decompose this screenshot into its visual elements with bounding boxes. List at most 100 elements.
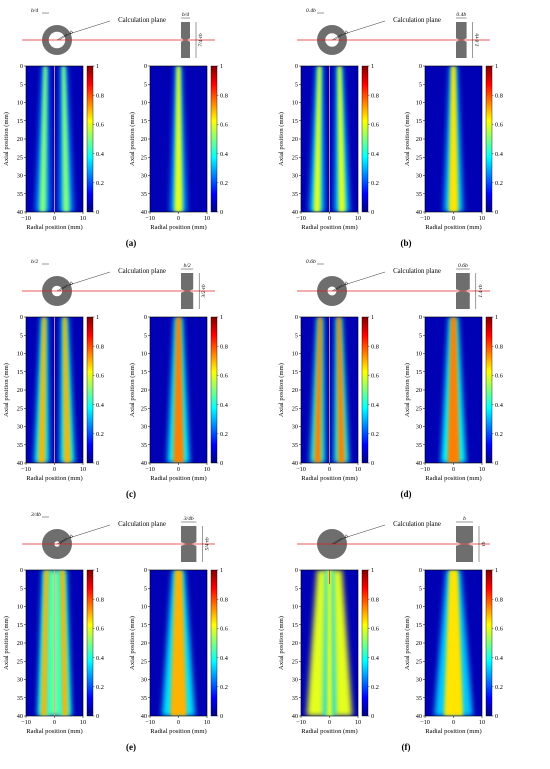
y-tick-label: 0 (20, 314, 23, 321)
y-tick-label: 35 (292, 191, 298, 198)
diameter-symbol: b (345, 534, 348, 540)
calculation-plane-label: Calculation plane (393, 521, 441, 528)
y-tick-label: 10 (141, 351, 147, 358)
y-tick-label: 25 (416, 405, 422, 412)
colorbar-tick-label: 0.4 (371, 655, 380, 662)
colorbar (86, 316, 94, 464)
y-tick-label: 40 (17, 713, 23, 720)
ring-width-label: b/4 (31, 8, 38, 14)
heatmap-right (425, 570, 482, 716)
x-tick-label: 10 (355, 719, 361, 726)
y-tick-label: 30 (17, 677, 23, 684)
colorbar-tick-label: 0.4 (371, 402, 380, 409)
colorbar-tick-label: 1 (96, 63, 99, 70)
panel-label: (a) (126, 238, 137, 248)
colorbar-tick-label: 0.2 (220, 431, 228, 438)
lens-profile-icon (181, 273, 194, 309)
y-axis-label: Axial position (mm) (404, 112, 411, 166)
y-tick-label: 15 (17, 622, 23, 629)
x-tick-label: 10 (479, 466, 485, 473)
colorbar (86, 65, 94, 213)
x-tick-label: 0 (53, 719, 56, 726)
heatmap-beam-core (443, 570, 464, 716)
calculation-plane-label: Calculation plane (393, 17, 441, 24)
colorbar (361, 569, 369, 717)
leader-line (58, 524, 111, 545)
colorbar-tick-label: 0.2 (371, 684, 379, 691)
y-tick-label: 40 (416, 713, 422, 720)
y-tick-label: 35 (17, 442, 23, 449)
diameter-symbol: b (70, 281, 73, 287)
heatmap-beam-core (170, 570, 187, 716)
y-tick-label: 40 (141, 713, 147, 720)
colorbar-tick-label: 0.2 (495, 180, 503, 187)
y-tick-label: 5 (295, 81, 298, 88)
colorbar-tick-label: 0 (220, 460, 223, 467)
y-tick-label: 35 (416, 442, 422, 449)
x-tick-label: 10 (80, 215, 86, 222)
colorbar-tick-label: 0.2 (220, 684, 228, 691)
ring-width-label: 0.6b (306, 259, 316, 265)
colorbar-tick-label: 0.2 (96, 180, 104, 187)
colorbar-tick-label: 0.4 (220, 402, 229, 409)
x-axis-label: Radial position (mm) (150, 728, 206, 735)
colorbar-tick-label: 0 (220, 209, 223, 216)
x-tick-label: −10 (21, 466, 31, 473)
x-tick-label: 0 (452, 215, 455, 222)
colorbar-tick-label: 0.4 (96, 655, 105, 662)
y-tick-label: 15 (141, 622, 147, 629)
colorbar-tick-label: 1 (371, 63, 374, 70)
x-axis-label: Radial position (mm) (150, 224, 206, 231)
y-tick-label: 20 (416, 640, 422, 647)
radius-arrow (56, 537, 68, 545)
y-axis-label: Axial position (mm) (404, 616, 411, 670)
x-tick-label: 0 (328, 466, 331, 473)
heatmap-beam-core (326, 570, 333, 716)
x-axis-label: Radial position (mm) (150, 475, 206, 482)
colorbar (210, 569, 218, 717)
colorbar-tick-label: 0 (96, 209, 99, 216)
y-tick-label: 30 (141, 677, 147, 684)
y-tick-label: 40 (292, 209, 298, 216)
y-tick-label: 20 (416, 136, 422, 143)
colorbar-tick-label: 0 (96, 713, 99, 720)
colorbar-tick-label: 1 (220, 567, 223, 574)
colorbar-tick-label: 0.2 (495, 431, 503, 438)
heatmap-beam-core (61, 66, 70, 212)
colorbar (361, 316, 369, 464)
leader-line (333, 271, 386, 292)
colorbar-tick-label: 0.6 (96, 626, 104, 633)
lens-profile-icon (456, 22, 467, 58)
y-tick-label: 15 (292, 118, 298, 125)
x-tick-label: 0 (452, 466, 455, 473)
lens-height-label: 1.4·τb (478, 284, 484, 297)
y-tick-label: 0 (419, 567, 422, 574)
colorbar-tick-label: 0.4 (495, 655, 504, 662)
y-tick-label: 25 (17, 405, 23, 412)
ring-width-label: 3/4b (30, 512, 41, 518)
colorbar-tick-label: 0 (220, 713, 223, 720)
panel-a: Calculation planebb/4b/47/4·τb0510152025… (3, 8, 229, 248)
x-tick-label: 0 (53, 466, 56, 473)
lens-width-label: b (463, 516, 466, 522)
panel-b: Calculation planeb0.4b0.4b1.6·τb05101520… (278, 8, 504, 248)
y-tick-label: 40 (416, 460, 422, 467)
ring-width-label: b/2 (31, 259, 38, 265)
heatmap-beam-core (63, 317, 71, 463)
y-tick-label: 15 (17, 369, 23, 376)
y-tick-label: 20 (17, 640, 23, 647)
y-tick-label: 25 (416, 658, 422, 665)
colorbar-tick-label: 0.6 (371, 122, 379, 129)
y-tick-label: 15 (17, 118, 23, 125)
heatmap-beam-core (448, 66, 459, 212)
x-tick-label: 10 (355, 215, 361, 222)
colorbar-tick-label: 0 (495, 713, 498, 720)
panel-label: (f) (402, 742, 411, 752)
colorbar-tick-label: 0.2 (220, 180, 228, 187)
y-tick-label: 5 (20, 81, 23, 88)
x-tick-label: 0 (328, 215, 331, 222)
heatmap-beam-core (337, 317, 345, 463)
y-tick-label: 35 (292, 695, 298, 702)
heatmap-beam-core (447, 317, 460, 463)
